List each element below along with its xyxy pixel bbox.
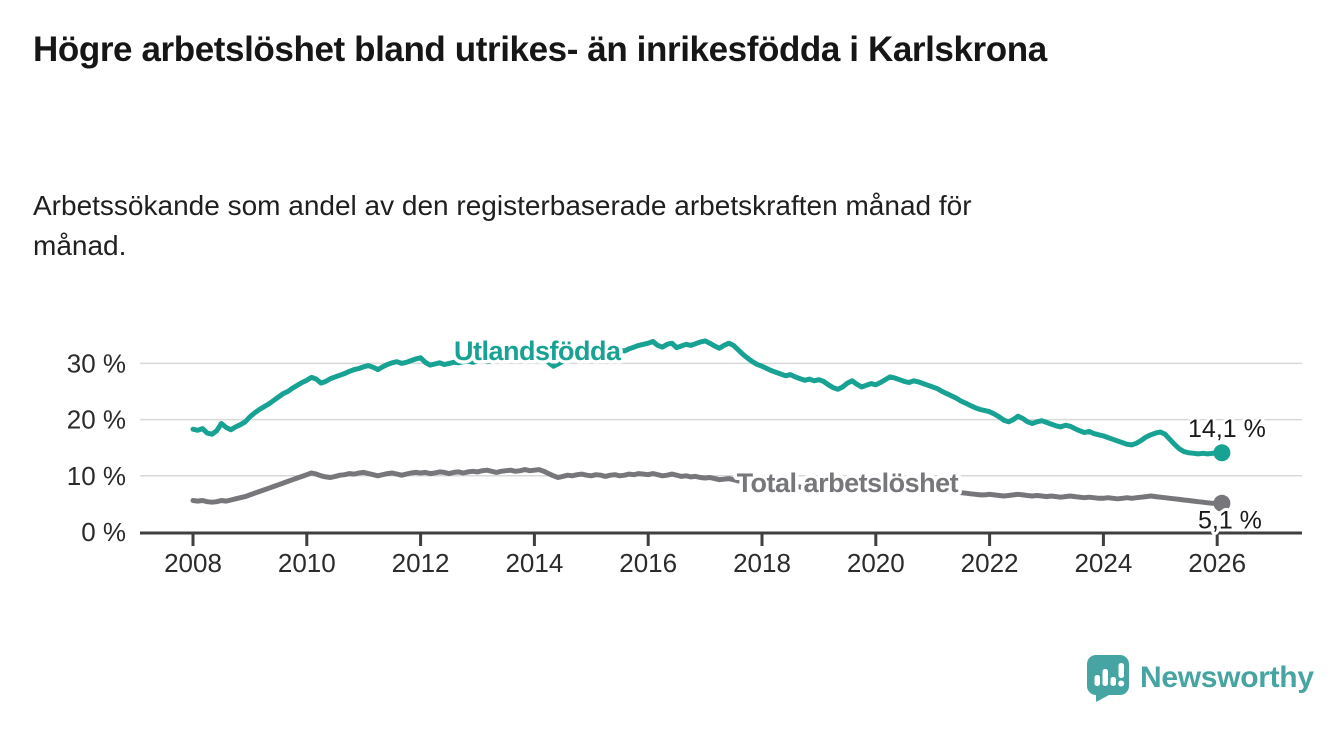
series-label-total-arbetslöshet: Total arbetslöshet: [737, 468, 959, 498]
series-end-dot-utlandsfödda: [1213, 444, 1231, 462]
bar-short-icon: [1094, 675, 1100, 686]
page-subtitle: Arbetssökande som andel av den registerb…: [33, 190, 972, 261]
end-value-label-total-arbetslöshet: 5,1 %: [1198, 506, 1262, 534]
x-axis-label: 2026: [1188, 548, 1246, 578]
line-chart: 0 % 10 % 20 % 30 % 2008 2010 2012 2014 2016 2018 2…: [67, 333, 1302, 578]
y-axis-label: 10 %: [67, 461, 126, 491]
series-end-dot-total-arbetslöshet: [1213, 494, 1231, 512]
series-label-utlandsfödda: Utlandsfödda: [454, 336, 622, 366]
x-axis-label: 2008: [164, 548, 222, 578]
y-axis-label: 20 %: [67, 405, 126, 435]
y-axis-label: 30 %: [67, 348, 126, 378]
newsworthy-wordmark: Newsworthy: [1140, 661, 1314, 694]
x-axis-label: 2012: [392, 548, 450, 578]
exclamation-dot-icon: [1118, 680, 1125, 687]
exclamation-bar-icon: [1118, 663, 1124, 678]
x-axis-label: 2010: [278, 548, 336, 578]
x-axis-label: 2024: [1074, 548, 1132, 578]
series-line-utlandsfödda: [190, 338, 1225, 457]
x-axis-label: 2016: [619, 548, 677, 578]
end-value-label-utlandsfödda: 14,1 %: [1188, 415, 1266, 443]
x-axis-label: 2014: [505, 548, 563, 578]
x-axis-label: 2022: [961, 548, 1019, 578]
series-line-total-arbetslöshet: [190, 467, 1225, 506]
bar-shortest-icon: [1110, 677, 1116, 686]
newsworthy-logo: Newsworthy: [1086, 654, 1314, 702]
x-axis-label: 2018: [733, 548, 791, 578]
bar-tall-icon: [1102, 669, 1108, 686]
page-title: Högre arbetslöshet bland utrikes- än inr…: [33, 30, 1047, 69]
x-axis-label: 2020: [847, 548, 905, 578]
newsworthy-bubble-chart-icon: [1087, 655, 1129, 702]
y-axis-label: 0 %: [81, 517, 126, 547]
